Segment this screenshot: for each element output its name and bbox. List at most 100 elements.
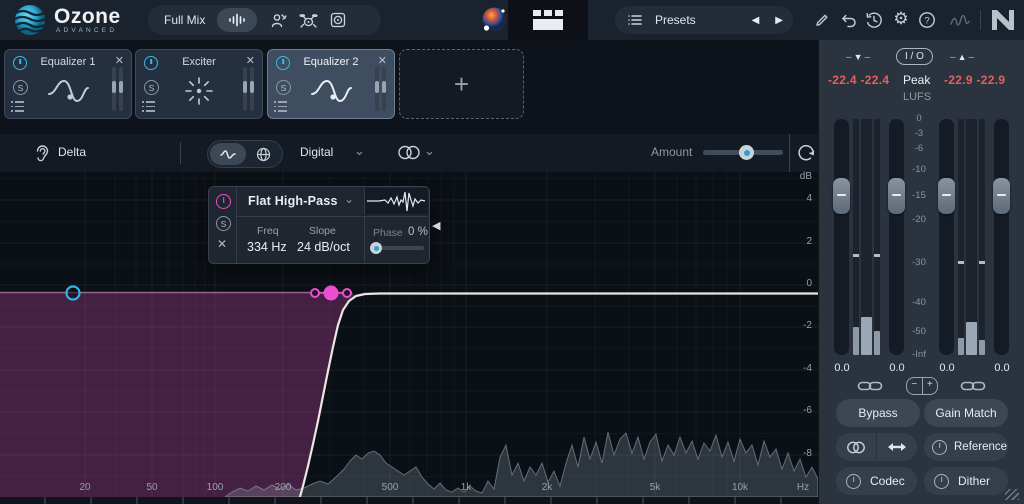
tab-module-chain[interactable] [508, 0, 588, 40]
dither-button[interactable]: Dither [924, 467, 1008, 495]
solo-icon[interactable]: S [276, 80, 291, 95]
eq-node-band-selected[interactable] [323, 285, 339, 301]
band-delete-icon[interactable]: ✕ [217, 237, 228, 251]
fader-handle[interactable] [993, 178, 1010, 214]
list-icon[interactable] [142, 101, 156, 113]
phase-slider[interactable] [370, 242, 424, 254]
master-assistant-button[interactable] [480, 5, 509, 34]
phase-value[interactable]: 0 % [408, 226, 428, 238]
output-gain-fader-left[interactable] [939, 119, 954, 355]
module-card-exciter[interactable]: Exciter ✕ S [135, 49, 263, 119]
eq-mode-select[interactable]: Digital [300, 145, 334, 159]
peak-label[interactable]: Peak [903, 73, 931, 87]
history-button[interactable] [862, 8, 886, 32]
module-card-equalizer-2[interactable]: Equalizer 2 ✕ S [267, 49, 395, 119]
stereo-button[interactable] [836, 433, 877, 461]
lufs-label[interactable]: LUFS [903, 91, 932, 103]
gain-match-button[interactable]: Gain Match [924, 399, 1008, 427]
waveform-icon [229, 13, 246, 27]
power-icon[interactable] [13, 56, 27, 70]
edit-button[interactable] [810, 8, 834, 32]
band-power-icon[interactable] [216, 194, 231, 209]
input-meter-right [874, 119, 880, 355]
preset-next-button[interactable]: ▶ [775, 14, 783, 26]
chevron-down-icon[interactable]: ⌄ [424, 143, 435, 158]
freq-value[interactable]: 334 Hz [247, 240, 287, 254]
amount-slider[interactable] [703, 145, 783, 160]
close-icon[interactable]: ✕ [377, 55, 387, 67]
fader-handle[interactable] [888, 178, 905, 214]
eq-graph-canvas[interactable] [0, 172, 818, 504]
history-loop-button[interactable] [797, 143, 816, 162]
product-name: Ozone [54, 5, 121, 28]
delta-ear-icon[interactable] [34, 144, 51, 163]
popup-collapse-arrow[interactable]: ◀ [432, 220, 441, 232]
resize-grip[interactable] [1005, 489, 1019, 500]
stereo-mode-icon[interactable] [396, 145, 422, 160]
preset-prev-button[interactable]: ◀ [751, 14, 760, 26]
output-peak-values: -22.9 -22.9 [944, 73, 1006, 87]
eq-node-band1[interactable] [65, 285, 81, 301]
target-selector: Full Mix [148, 5, 381, 35]
module-card-equalizer-1[interactable]: Equalizer 1 ✕ S [4, 49, 132, 119]
target-fullmix-button[interactable] [217, 8, 258, 32]
settings-button[interactable]: ⚙ [893, 9, 909, 28]
slope-value[interactable]: 24 dB/oct [297, 240, 350, 254]
preset-list-icon[interactable] [623, 8, 647, 32]
undo-button[interactable] [836, 8, 860, 32]
power-icon[interactable] [932, 439, 947, 455]
equalizer-glyph-icon [45, 74, 91, 108]
fader-handle[interactable] [833, 178, 850, 214]
input-gain-fader-left[interactable] [834, 119, 849, 355]
list-icon[interactable] [11, 101, 25, 113]
gain-split-control[interactable]: − + [906, 377, 938, 395]
amount-slider-thumb[interactable] [739, 145, 754, 160]
eq-node-handle-left[interactable] [310, 288, 320, 298]
add-module-button[interactable]: + [399, 49, 524, 119]
delta-label[interactable]: Delta [58, 145, 87, 159]
reference-button[interactable]: Reference [924, 433, 1008, 461]
io-button[interactable]: I / O [896, 48, 933, 65]
bypass-button[interactable]: Bypass [836, 399, 920, 427]
channel-swap-button[interactable] [877, 433, 917, 461]
close-icon[interactable]: ✕ [114, 55, 124, 67]
target-vocals-button[interactable] [266, 8, 290, 32]
band-settings-popup: S ✕ Flat High-Pass ⌄ Freq 334 Hz Slope 2… [208, 186, 430, 264]
meter-scale-tick: -50 [912, 326, 926, 337]
triangle-up-icon: ▲ [957, 52, 969, 62]
power-icon[interactable] [144, 56, 158, 70]
target-drums-button[interactable] [296, 8, 320, 32]
signature-icon[interactable] [948, 8, 972, 32]
power-icon[interactable] [934, 473, 949, 489]
stereo-circles-icon [847, 441, 865, 453]
output-link-button[interactable] [960, 379, 986, 393]
target-instruments-button[interactable] [326, 8, 350, 32]
chevron-down-icon[interactable]: ⌄ [354, 143, 365, 158]
phase-slider-thumb[interactable] [370, 242, 382, 254]
close-icon[interactable]: ✕ [245, 55, 255, 67]
output-gain-fader-right[interactable] [994, 119, 1009, 355]
presets-label[interactable]: Presets [655, 13, 696, 27]
band-solo-icon[interactable]: S [216, 216, 231, 231]
solo-icon[interactable]: S [13, 80, 28, 95]
input-link-button[interactable] [857, 379, 883, 393]
target-label[interactable]: Full Mix [164, 13, 206, 27]
codec-button[interactable]: Codec [836, 467, 917, 495]
list-icon[interactable] [274, 101, 288, 113]
chevron-down-icon[interactable]: ⌄ [344, 192, 355, 206]
meter-scale-tick: -20 [912, 214, 926, 225]
eq-node-handle-right[interactable] [342, 288, 352, 298]
help-button[interactable]: ? [915, 8, 939, 32]
filter-shape-select[interactable]: Flat High-Pass [248, 194, 338, 208]
eq-matching-view-button[interactable] [246, 147, 280, 162]
meter-range-up-control[interactable]: –▲– [950, 52, 977, 63]
eq-curve-view-button[interactable] [210, 143, 246, 165]
power-icon[interactable] [846, 473, 861, 489]
power-icon[interactable] [276, 56, 290, 70]
fader-handle[interactable] [938, 178, 955, 214]
solo-icon[interactable]: S [144, 80, 159, 95]
output-meter-right [979, 119, 985, 355]
meter-range-down-control[interactable]: –▼– [846, 52, 873, 63]
input-gain-fader-right[interactable] [889, 119, 904, 355]
